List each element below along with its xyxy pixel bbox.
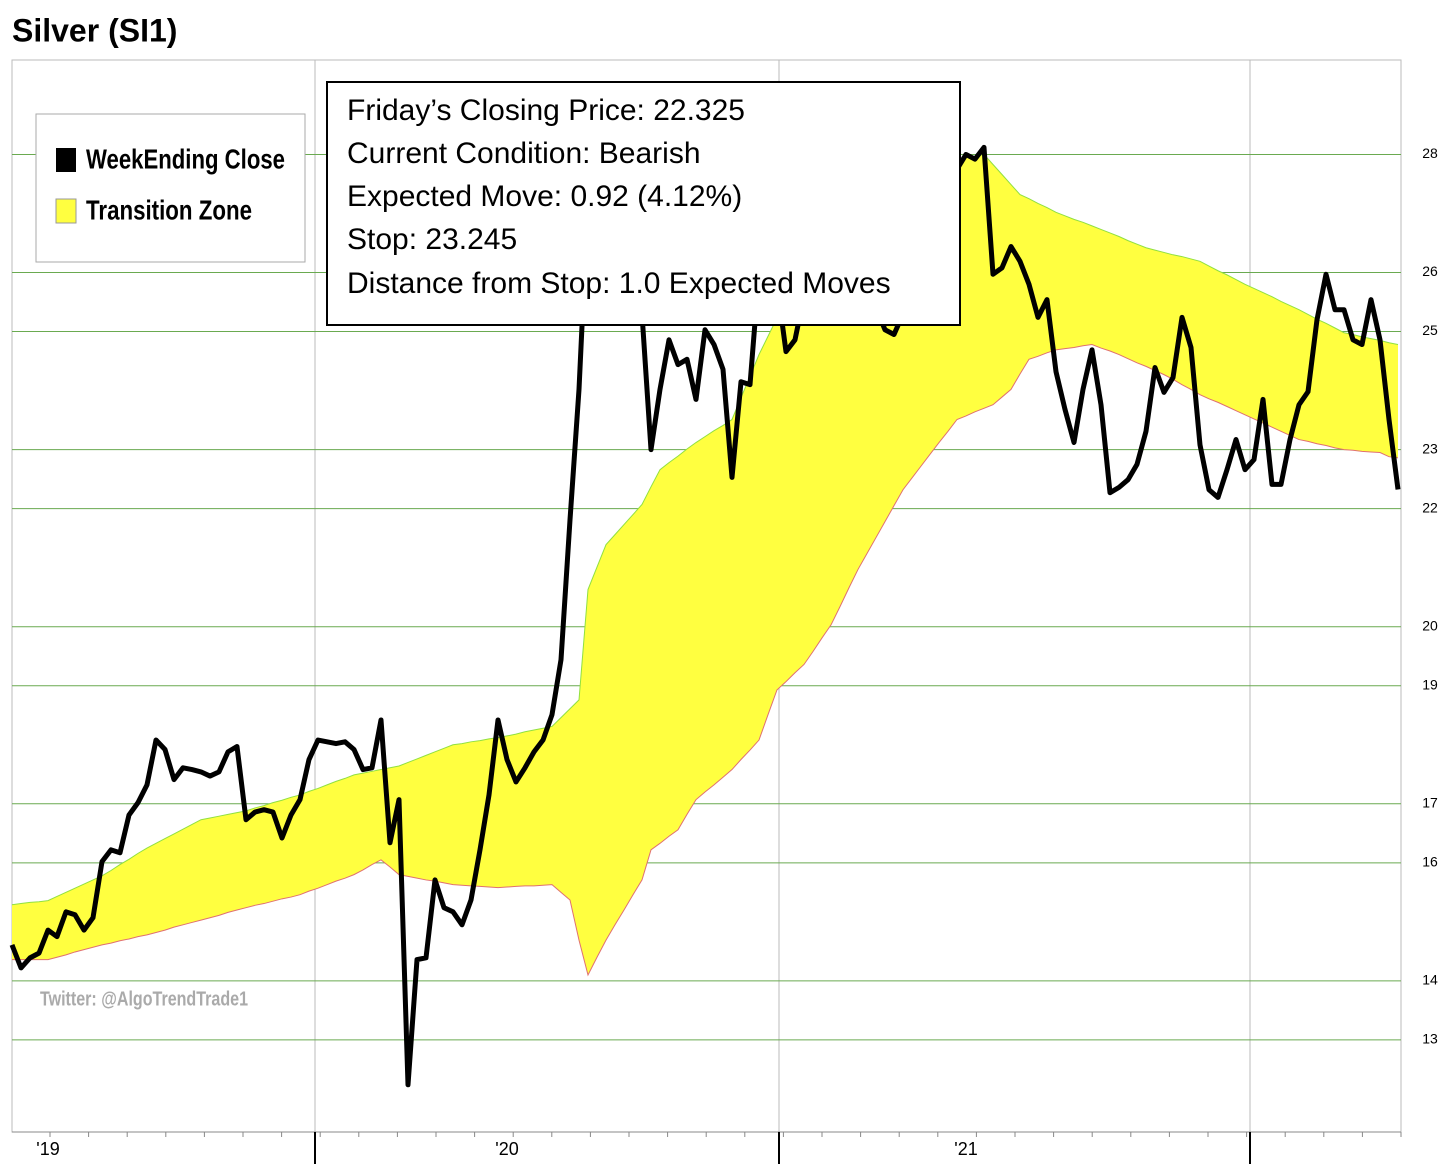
- x-tick-label: '19: [36, 1139, 59, 1159]
- y-tick-label: 22: [1422, 499, 1438, 515]
- annotation: Stop: 23.245: [347, 223, 517, 256]
- band-lower: [12, 344, 1399, 977]
- y-tick-label: 17: [1422, 794, 1438, 810]
- y-tick-label: 26: [1422, 263, 1438, 279]
- close-line: [9, 144, 1401, 1088]
- legend-swatch: [56, 148, 76, 172]
- annotation: Friday’s Closing Price: 22.325: [347, 94, 745, 127]
- band-area: [12, 154, 1398, 975]
- y-tick-label: 14: [1422, 972, 1438, 988]
- legend-swatch: [55, 198, 77, 224]
- info-box: Friday’s Closing Price: 22.325 Current C…: [326, 81, 961, 326]
- chart-title: Silver (SI1): [12, 12, 177, 48]
- legend-label: Transition Zone: [86, 194, 252, 225]
- y-tick-label: 23: [1422, 440, 1438, 456]
- y-tick-label: 16: [1422, 854, 1438, 870]
- y-tick-label: 19: [1422, 676, 1438, 692]
- y-tick-label: 20: [1422, 617, 1438, 633]
- y-tick-label: 13: [1422, 1031, 1438, 1047]
- legend-label: WeekEnding Close: [86, 143, 285, 174]
- y-tick-label: 25: [1422, 322, 1438, 338]
- info-box-frame: [326, 81, 961, 326]
- y-tick-label: 28: [1422, 145, 1438, 161]
- x-tick-label: '21: [954, 1139, 977, 1159]
- legend-box: [35, 113, 306, 263]
- annotation: Distance from Stop: 1.0 Expected Moves: [347, 267, 891, 300]
- annotation: Current Condition: Bearish: [347, 137, 701, 170]
- watermark: Twitter: @AlgoTrendTrade1: [40, 988, 248, 1010]
- legend: WeekEnding Close Transition Zone: [35, 113, 306, 263]
- x-tick-label: '20: [495, 1139, 518, 1159]
- annotation: Expected Move: 0.92 (4.12%): [347, 180, 742, 213]
